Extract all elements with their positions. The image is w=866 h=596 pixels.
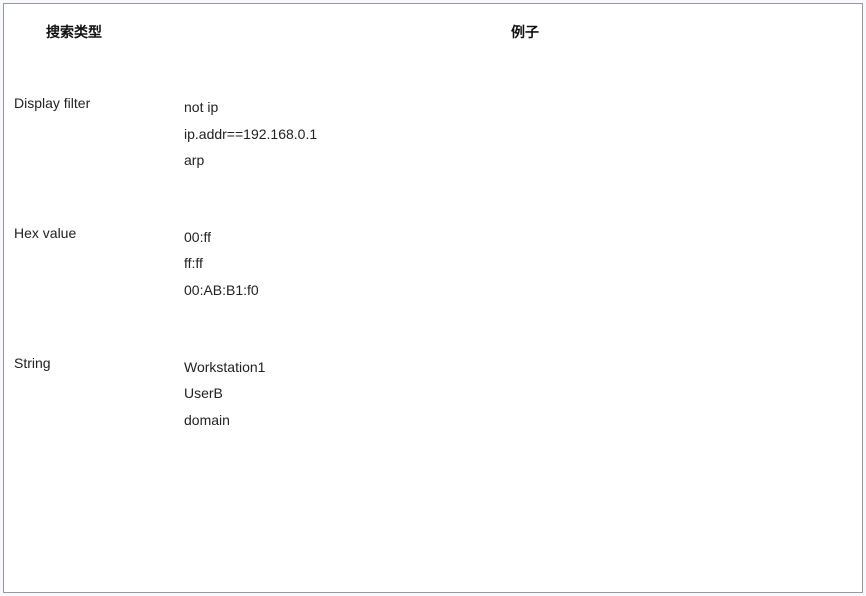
example-value: ip.addr==192.168.0.1	[184, 121, 854, 148]
example-value: 00:ff	[184, 224, 854, 251]
example-value: Workstation1	[184, 354, 854, 381]
row-type-label: String	[12, 354, 184, 434]
row-examples: not ip ip.addr==192.168.0.1 arp	[184, 94, 854, 174]
row-type-label: Display filter	[12, 94, 184, 174]
example-value: arp	[184, 147, 854, 174]
example-value: 00:AB:B1:f0	[184, 277, 854, 304]
search-type-table: 搜索类型 例子 Display filter not ip ip.addr==1…	[3, 3, 863, 593]
example-value: UserB	[184, 380, 854, 407]
example-value: not ip	[184, 94, 854, 121]
table-row: String Workstation1 UserB domain	[12, 354, 854, 434]
example-value: ff:ff	[184, 250, 854, 277]
table-row: Hex value 00:ff ff:ff 00:AB:B1:f0	[12, 224, 854, 304]
header-search-type: 搜索类型	[12, 22, 216, 42]
header-example: 例子	[216, 22, 854, 42]
row-examples: Workstation1 UserB domain	[184, 354, 854, 434]
table-header-row: 搜索类型 例子	[12, 22, 854, 42]
table-row: Display filter not ip ip.addr==192.168.0…	[12, 94, 854, 174]
example-value: domain	[184, 407, 854, 434]
row-examples: 00:ff ff:ff 00:AB:B1:f0	[184, 224, 854, 304]
row-type-label: Hex value	[12, 224, 184, 304]
